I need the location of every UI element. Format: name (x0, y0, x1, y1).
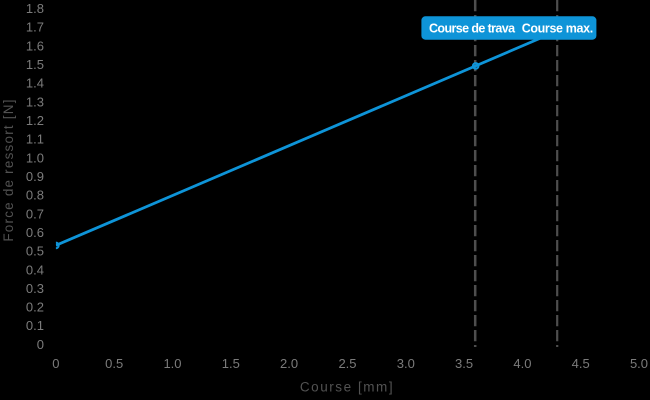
svg-text:Course de trava: Course de trava (429, 22, 516, 36)
svg-text:0.7: 0.7 (26, 206, 44, 221)
svg-text:0.5: 0.5 (105, 356, 123, 371)
svg-text:0.1: 0.1 (26, 318, 44, 333)
svg-text:1.1: 1.1 (26, 132, 44, 147)
svg-text:3.5: 3.5 (455, 356, 473, 371)
svg-text:0.8: 0.8 (26, 188, 44, 203)
svg-text:4.5: 4.5 (572, 356, 590, 371)
svg-text:3.0: 3.0 (397, 356, 415, 371)
svg-text:5.0: 5.0 (630, 356, 648, 371)
svg-text:0.2: 0.2 (26, 300, 44, 315)
svg-text:0.5: 0.5 (26, 244, 44, 259)
svg-text:Force de ressort [N]: Force de ressort [N] (1, 98, 16, 241)
svg-text:1.8: 1.8 (26, 1, 44, 16)
svg-text:0.9: 0.9 (26, 169, 44, 184)
svg-text:1.7: 1.7 (26, 20, 44, 35)
svg-text:1.4: 1.4 (26, 76, 44, 91)
svg-text:0: 0 (37, 337, 44, 352)
svg-text:2.5: 2.5 (338, 356, 356, 371)
svg-text:Course [mm]: Course [mm] (300, 379, 394, 394)
svg-text:0.4: 0.4 (26, 262, 44, 277)
svg-text:4.0: 4.0 (513, 356, 531, 371)
svg-text:0.3: 0.3 (26, 281, 44, 296)
svg-text:Course max.: Course max. (522, 22, 593, 36)
svg-text:1.3: 1.3 (26, 94, 44, 109)
svg-text:1.6: 1.6 (26, 38, 44, 53)
svg-text:1.0: 1.0 (26, 150, 44, 165)
svg-text:1.5: 1.5 (26, 57, 44, 72)
svg-text:1.0: 1.0 (163, 356, 181, 371)
svg-text:0: 0 (52, 356, 59, 371)
svg-text:0.6: 0.6 (26, 225, 44, 240)
svg-text:2.0: 2.0 (280, 356, 298, 371)
svg-text:1.2: 1.2 (26, 113, 44, 128)
svg-text:1.5: 1.5 (222, 356, 240, 371)
